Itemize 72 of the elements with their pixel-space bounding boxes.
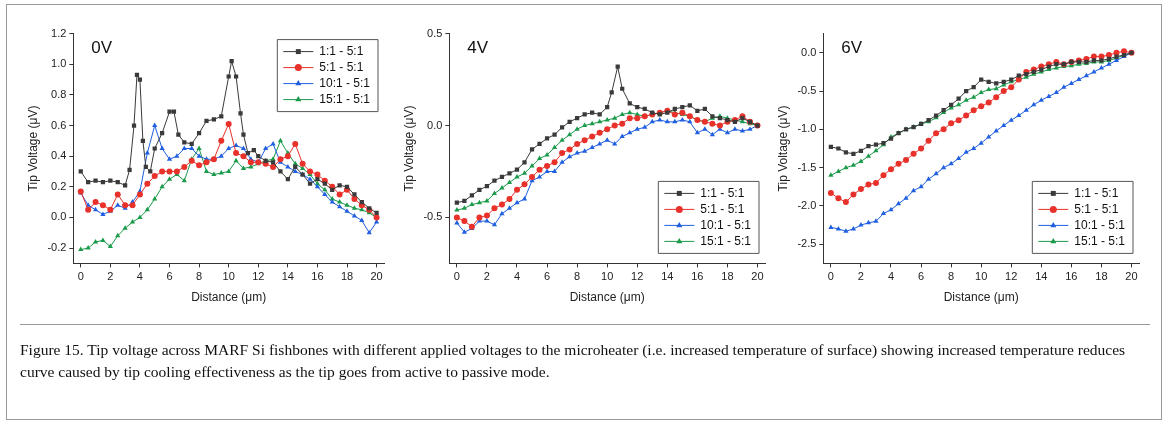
x-tick-label: 2 xyxy=(857,270,864,283)
y-tick-label: 0.2 xyxy=(51,179,67,192)
x-tick-label: 12 xyxy=(631,270,644,283)
x-tick-label: 6 xyxy=(543,270,551,283)
x-tick-label: 16 xyxy=(311,270,324,283)
legend-label: 5:1 - 5:1 xyxy=(1074,201,1119,216)
x-tick-label: 16 xyxy=(1065,270,1078,283)
y-tick-label: 0.5 xyxy=(427,26,443,39)
y-tick-label: 0.0 xyxy=(51,210,67,223)
x-tick-label: 2 xyxy=(483,270,490,283)
chart-title: 6V xyxy=(841,37,863,57)
x-tick-label: 0 xyxy=(77,270,84,283)
legend-label: 10:1 - 5:1 xyxy=(1074,217,1126,232)
legend-label: 5:1 - 5:1 xyxy=(700,201,745,216)
x-tick-label: 4 xyxy=(887,270,895,283)
x-tick-label: 2 xyxy=(107,270,114,283)
y-axis-title: Tip Voltage (μV) xyxy=(25,105,40,192)
x-tick-label: 10 xyxy=(601,270,614,283)
legend-label: 1:1 - 5:1 xyxy=(319,43,364,58)
x-tick-label: 6 xyxy=(917,270,925,283)
x-axis-title: Distance (μm) xyxy=(943,290,1019,305)
x-tick-label: 0 xyxy=(453,270,460,283)
y-tick-label: -0.5 xyxy=(423,210,443,223)
legend-label: 15:1 - 5:1 xyxy=(319,91,371,106)
legend-label: 1:1 - 5:1 xyxy=(1074,185,1119,200)
y-axis-title: Tip Voltage (μV) xyxy=(401,105,416,192)
legend-label: 1:1 - 5:1 xyxy=(700,185,745,200)
x-axis-title: Distance (μm) xyxy=(191,290,267,305)
x-tick-label: 10 xyxy=(222,270,235,283)
x-tick-label: 18 xyxy=(340,270,354,283)
y-tick-label: -1.0 xyxy=(797,122,817,135)
x-tick-label: 8 xyxy=(196,270,203,283)
x-tick-label: 18 xyxy=(1095,270,1108,283)
x-tick-label: 10 xyxy=(975,270,988,283)
legend-label: 5:1 - 5:1 xyxy=(319,59,364,74)
y-tick-label: 0.8 xyxy=(51,87,67,100)
legend-label: 15:1 - 5:1 xyxy=(1074,233,1126,248)
x-tick-label: 20 xyxy=(1125,270,1138,283)
x-tick-label: 14 xyxy=(661,270,674,283)
x-tick-label: 14 xyxy=(1035,270,1048,283)
legend-label: 10:1 - 5:1 xyxy=(319,75,371,90)
x-tick-label: 12 xyxy=(1005,270,1018,283)
x-tick-label: 4 xyxy=(136,270,143,283)
y-tick-label: -0.2 xyxy=(47,241,67,254)
legend-label: 10:1 - 5:1 xyxy=(700,217,752,232)
caption: Figure 15. Tip voltage across MARF Si fishbones with different applied voltages to the microheater (i.e. increased temperature of surface) showing increased temperature reduces curve caused by tip cooling effectiveness as the tip goes from active to passive mode. xyxy=(20,340,1127,382)
chart-title: 4V xyxy=(467,37,489,57)
x-tick-label: 18 xyxy=(721,270,734,283)
y-tick-label: 1.2 xyxy=(51,26,67,39)
y-tick-label: -2.5 xyxy=(797,237,817,250)
x-tick-label: 8 xyxy=(948,270,955,283)
chart-title: 0V xyxy=(91,37,113,57)
x-tick-label: 4 xyxy=(513,270,521,283)
y-tick-label: 0.0 xyxy=(427,118,443,131)
y-tick-label: -2.0 xyxy=(797,198,817,211)
y-tick-label: -0.5 xyxy=(797,84,817,97)
y-tick-label: 1.0 xyxy=(51,57,67,70)
x-tick-label: 14 xyxy=(281,270,294,283)
y-axis-title: Tip Voltage (μV) xyxy=(775,105,790,192)
x-tick-label: 20 xyxy=(370,270,383,283)
x-tick-label: 12 xyxy=(252,270,265,283)
x-tick-label: 16 xyxy=(691,270,704,283)
y-tick-label: 0.6 xyxy=(51,118,67,131)
legend-label: 15:1 - 5:1 xyxy=(700,233,752,248)
x-tick-label: 6 xyxy=(166,270,173,283)
x-tick-label: 8 xyxy=(574,270,581,283)
y-tick-label: -1.5 xyxy=(797,160,817,173)
x-tick-label: 20 xyxy=(751,270,764,283)
x-tick-label: 0 xyxy=(827,270,834,283)
y-tick-label: 0.4 xyxy=(51,149,67,162)
y-tick-label: 0.0 xyxy=(801,45,817,58)
x-axis-title: Distance (μm) xyxy=(569,290,645,305)
